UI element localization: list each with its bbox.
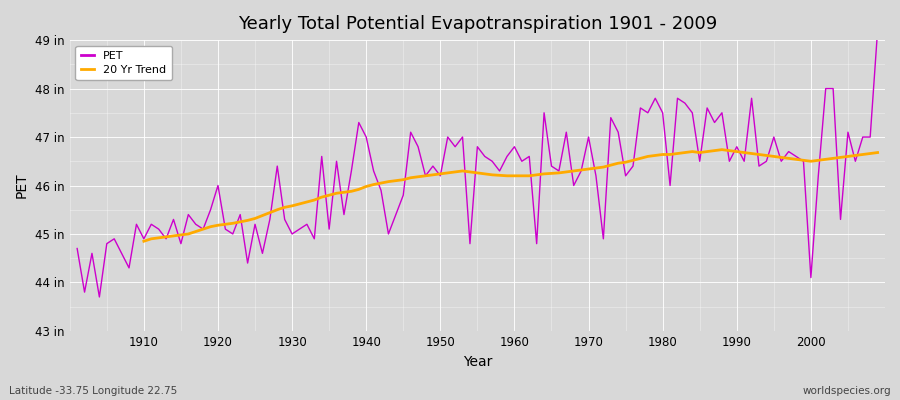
Title: Yearly Total Potential Evapotranspiration 1901 - 2009: Yearly Total Potential Evapotranspiratio…: [238, 15, 717, 33]
Text: Latitude -33.75 Longitude 22.75: Latitude -33.75 Longitude 22.75: [9, 386, 177, 396]
Y-axis label: PET: PET: [15, 173, 29, 198]
X-axis label: Year: Year: [463, 355, 492, 369]
Text: worldspecies.org: worldspecies.org: [803, 386, 891, 396]
Legend: PET, 20 Yr Trend: PET, 20 Yr Trend: [76, 46, 172, 80]
